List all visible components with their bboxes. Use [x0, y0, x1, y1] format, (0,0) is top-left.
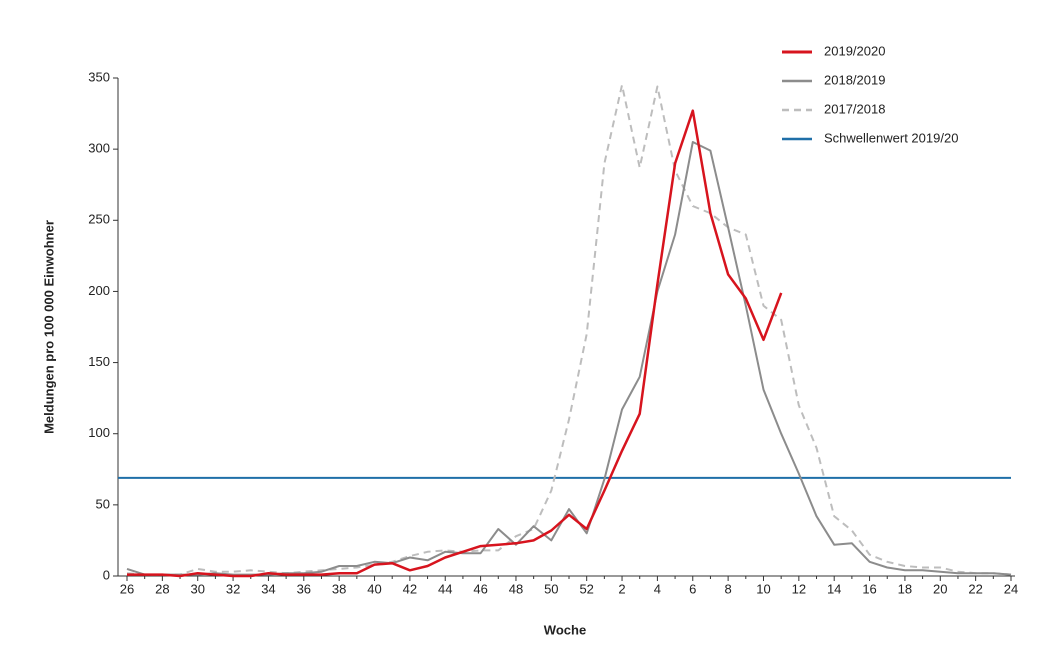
- y-tick-label: 100: [88, 425, 110, 440]
- y-tick-label: 350: [88, 69, 110, 84]
- x-tick-label: 28: [155, 581, 169, 596]
- x-tick-label: 36: [297, 581, 311, 596]
- y-tick-label: 0: [103, 567, 110, 582]
- x-tick-label: 50: [544, 581, 558, 596]
- x-tick-label: 4: [654, 581, 661, 596]
- y-tick-label: 200: [88, 283, 110, 298]
- x-tick-label: 24: [1004, 581, 1018, 596]
- x-tick-label: 6: [689, 581, 696, 596]
- x-tick-label: 20: [933, 581, 947, 596]
- x-tick-label: 16: [862, 581, 876, 596]
- legend-label: 2018/2019: [824, 72, 885, 87]
- x-tick-label: 14: [827, 581, 841, 596]
- x-tick-label: 48: [509, 581, 523, 596]
- x-tick-label: 18: [898, 581, 912, 596]
- legend-label: 2019/2020: [824, 43, 885, 58]
- x-tick-label: 52: [579, 581, 593, 596]
- x-tick-label: 46: [473, 581, 487, 596]
- x-axis-title: Woche: [544, 622, 586, 637]
- y-tick-label: 50: [96, 496, 110, 511]
- legend-label: Schwellenwert 2019/20: [824, 130, 958, 145]
- y-tick-label: 250: [88, 212, 110, 227]
- x-tick-label: 10: [756, 581, 770, 596]
- x-tick-label: 12: [792, 581, 806, 596]
- x-tick-label: 40: [367, 581, 381, 596]
- series-line: [126, 141, 1012, 576]
- y-tick-label: 150: [88, 354, 110, 369]
- x-tick-label: 22: [968, 581, 982, 596]
- y-tick-label: 300: [88, 141, 110, 156]
- x-tick-label: 34: [261, 581, 275, 596]
- x-tick-label: 42: [403, 581, 417, 596]
- series-line: [127, 109, 783, 578]
- x-tick-label: 26: [120, 581, 134, 596]
- x-tick-label: 38: [332, 581, 346, 596]
- x-tick-label: 30: [190, 581, 204, 596]
- x-tick-label: 32: [226, 581, 240, 596]
- legend-label: 2017/2018: [824, 101, 885, 116]
- series-line: [126, 84, 1012, 576]
- y-axis-title: Meldungen pro 100 000 Einwohner: [41, 220, 56, 434]
- x-tick-label: 8: [725, 581, 732, 596]
- x-tick-label: 2: [618, 581, 625, 596]
- x-tick-label: 44: [438, 581, 452, 596]
